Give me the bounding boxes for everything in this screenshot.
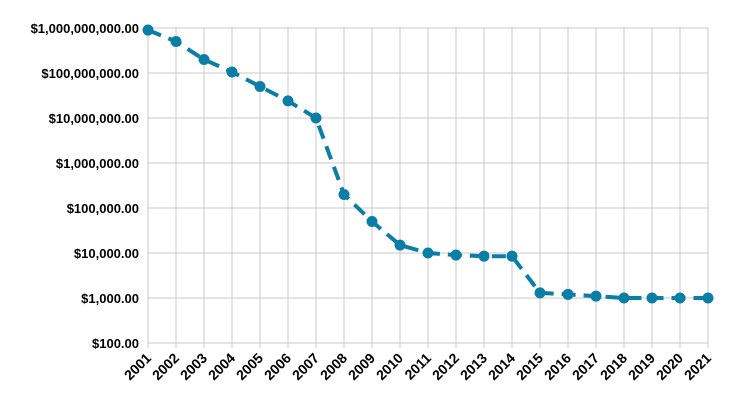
y-tick-label: $1,000.00 [81,291,139,306]
x-tick-label: 2020 [653,350,686,383]
y-tick-label: $10,000.00 [74,246,139,261]
y-tick-label: $1,000,000.00 [56,156,139,171]
x-tick-label: 2015 [513,350,546,383]
data-point-2001 [142,24,154,36]
y-tick-label: $10,000,000.00 [49,111,139,126]
data-point-2009 [366,216,378,228]
x-tick-label: 2009 [345,350,378,383]
y-tick-label: $100,000.00 [67,201,139,216]
x-tick-label: 2017 [569,350,602,383]
data-point-2006 [282,95,294,107]
data-points-layer [142,24,714,304]
data-point-2015 [534,287,546,299]
data-point-2004 [226,66,238,78]
y-tick-label: $100.00 [92,336,139,351]
x-tick-label: 2002 [149,350,182,383]
x-tick-label: 2003 [177,350,210,383]
x-axis-tick-labels: 2001200220032004200520062007200820092010… [121,350,714,383]
x-tick-label: 2008 [317,350,350,383]
x-tick-label: 2010 [373,350,406,383]
data-point-2013 [478,250,490,262]
x-tick-label: 2018 [597,350,630,383]
x-tick-label: 2007 [289,350,322,383]
x-tick-label: 2004 [205,350,238,383]
data-point-2008 [338,188,350,200]
data-point-2002 [170,36,182,48]
x-tick-label: 2012 [429,350,462,383]
data-point-2021 [702,292,714,304]
data-point-2017 [590,290,602,302]
x-tick-label: 2016 [541,350,574,383]
data-point-2005 [254,81,266,93]
data-point-2019 [646,292,658,304]
x-tick-label: 2013 [457,350,490,383]
data-point-2012 [450,249,462,261]
x-tick-label: 2006 [261,350,294,383]
data-point-2007 [310,112,322,124]
y-axis-tick-labels: $1,000,000,000.00 $100,000,000.00 $10,000,… [31,21,139,351]
x-tick-label: 2021 [681,350,714,383]
data-point-2018 [618,292,630,304]
y-tick-label: $100,000,000.00 [41,66,139,81]
data-point-2010 [394,239,406,251]
x-tick-label: 2014 [485,350,518,383]
data-point-2011 [422,247,434,259]
x-tick-label: 2011 [401,350,434,383]
data-point-2003 [198,53,210,65]
x-tick-label: 2019 [625,350,658,383]
y-tick-label: $1,000,000,000.00 [31,21,139,36]
x-tick-label: 2001 [121,350,154,383]
data-point-2014 [506,250,518,262]
data-point-2016 [562,288,574,300]
data-point-2020 [674,292,686,304]
x-tick-label: 2005 [233,350,266,383]
